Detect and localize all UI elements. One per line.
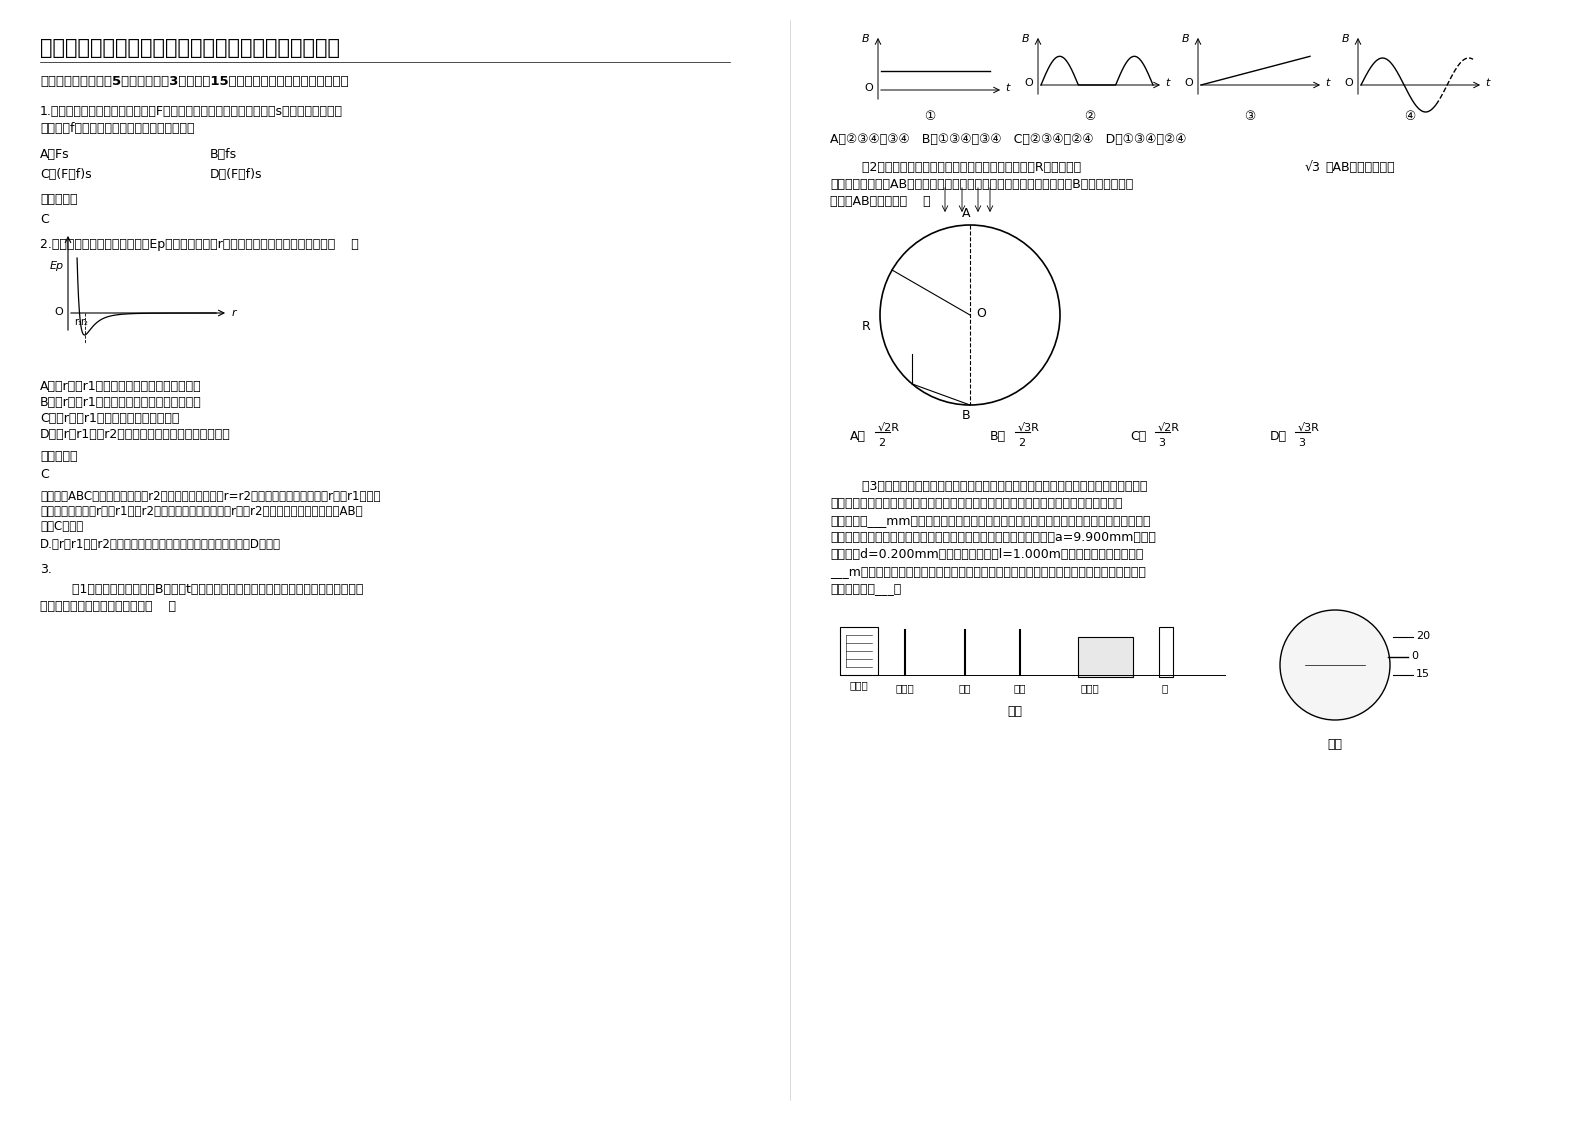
Text: r: r bbox=[232, 309, 236, 318]
Bar bbox=[1078, 637, 1133, 677]
Text: 参考答案：: 参考答案： bbox=[40, 193, 78, 206]
Text: 湖南省怀化市江口中学高二物理上学期期末试卷含解析: 湖南省怀化市江口中学高二物理上学期期末试卷含解析 bbox=[40, 38, 340, 58]
Text: 2: 2 bbox=[878, 438, 886, 448]
Text: B: B bbox=[1343, 34, 1349, 44]
Text: B: B bbox=[1182, 34, 1190, 44]
Text: Ep: Ep bbox=[51, 261, 63, 272]
Text: C: C bbox=[40, 213, 49, 226]
Text: 误，C正确。: 误，C正确。 bbox=[40, 519, 83, 533]
Text: 光线到AB的距离为（    ）: 光线到AB的距离为（ ） bbox=[830, 195, 930, 208]
Text: r₁: r₁ bbox=[75, 318, 83, 327]
Text: （2）如图所示是一个透明圆柱的横截面，其半径为R，折射率是: （2）如图所示是一个透明圆柱的横截面，其半径为R，折射率是 bbox=[830, 160, 1081, 174]
Text: （3）在用双缝干涉测光的波长的实验中，所用实验装置如图甲所示，调节分划板的位: （3）在用双缝干涉测光的波长的实验中，所用实验装置如图甲所示，调节分划板的位 bbox=[830, 480, 1147, 493]
Text: 屏: 屏 bbox=[1162, 683, 1168, 693]
Text: 能产生持续电磁波的磁场分别为（    ）: 能产生持续电磁波的磁场分别为（ ） bbox=[40, 600, 176, 613]
Text: 15: 15 bbox=[1416, 669, 1430, 679]
Text: B．: B． bbox=[990, 430, 1006, 443]
Text: （1）磁场的磁感应强度B随时间t变化的四种情况如图所示，其中能产生电场的磁场和: （1）磁场的磁感应强度B随时间t变化的四种情况如图所示，其中能产生电场的磁场和 bbox=[40, 583, 363, 596]
Text: 图乙: 图乙 bbox=[1327, 738, 1343, 751]
Text: 1.水平地面上的物块，在水平恒力F的作用下由静止开始运动一段距离s，物块所受摩擦力: 1.水平地面上的物块，在水平恒力F的作用下由静止开始运动一段距离s，物块所受摩擦… bbox=[40, 105, 343, 118]
Text: 3.: 3. bbox=[40, 563, 52, 576]
Text: r₂: r₂ bbox=[81, 318, 89, 327]
Text: ___m。如果用上述装置测量氦氖激光器发出激光的波长，则图中除去光源以外，其他不必要: ___m。如果用上述装置测量氦氖激光器发出激光的波长，则图中除去光源以外，其他不… bbox=[830, 565, 1146, 578]
Text: 双缝: 双缝 bbox=[1014, 683, 1027, 693]
Text: 【详解】ABC、分子间距离等于r2时分子势能最小，当r=r2时分子间作用力为零，当r小于r1时分子: 【详解】ABC、分子间距离等于r2时分子势能最小，当r=r2时分子间作用力为零，… bbox=[40, 490, 381, 503]
Text: √3R: √3R bbox=[1298, 423, 1320, 433]
Text: O: O bbox=[54, 307, 63, 318]
Text: B．当r小于r1时，分子间的作用力表现为引力: B．当r小于r1时，分子间的作用力表现为引力 bbox=[40, 396, 202, 410]
Text: 置，使分划板中心刻线对齐某亮条纹（将其记为第零条）的中心，如图乙所示，此时手轮: 置，使分划板中心刻线对齐某亮条纹（将其记为第零条）的中心，如图乙所示，此时手轮 bbox=[830, 497, 1122, 511]
Text: O: O bbox=[1344, 79, 1352, 88]
Text: 图甲: 图甲 bbox=[1008, 705, 1022, 718]
Text: 双缝间距d=0.200mm，双缝到屏的距离l=1.000m，则对应的光波的波长为: 双缝间距d=0.200mm，双缝到屏的距离l=1.000m，则对应的光波的波长为 bbox=[830, 548, 1143, 561]
Text: 3: 3 bbox=[1298, 438, 1305, 448]
Text: 滤光片: 滤光片 bbox=[895, 683, 914, 693]
Text: t: t bbox=[1325, 79, 1330, 88]
Text: 今有一束平行光沿AB方向射向圆柱体。若一条入射光线经折射后恰经过B点，则这条入射: 今有一束平行光沿AB方向射向圆柱体。若一条入射光线经折射后恰经过B点，则这条入射 bbox=[830, 178, 1133, 191]
Text: 2.如图所示为两分子系统的势能Ep与两分子间距离r的关系曲线，下列说法正确的是（    ）: 2.如图所示为两分子系统的势能Ep与两分子间距离r的关系曲线，下列说法正确的是（… bbox=[40, 238, 359, 251]
Text: 一、选择题：本题共5小题，每小题3分，共计15分．每小题只有一个选项符合题意: 一、选择题：本题共5小题，每小题3分，共计15分．每小题只有一个选项符合题意 bbox=[40, 75, 349, 88]
Text: D．: D． bbox=[1270, 430, 1287, 443]
Text: 遮光筒: 遮光筒 bbox=[1081, 683, 1100, 693]
Text: O: O bbox=[863, 83, 873, 93]
Text: √3R: √3R bbox=[1017, 423, 1039, 433]
Text: C．当r等于r1时，分子间的作用力为零: C．当r等于r1时，分子间的作用力为零 bbox=[40, 412, 179, 425]
Text: R: R bbox=[862, 320, 871, 333]
Text: ，AB是一条直径。: ，AB是一条直径。 bbox=[1325, 160, 1395, 174]
Text: t: t bbox=[1485, 79, 1489, 88]
Text: B: B bbox=[862, 34, 870, 44]
Text: D.在r由r1变到r2的过程中，分子间为斥力，分子力做正功，故D错误。: D.在r由r1变到r2的过程中，分子间为斥力，分子力做正功，故D错误。 bbox=[40, 539, 281, 551]
Text: 参考答案：: 参考答案： bbox=[40, 450, 78, 463]
Text: B: B bbox=[1022, 34, 1030, 44]
Text: 上的读数，由两次读数算出第一条亮条纹到第四条亮条纹之间的距离a=9.900mm，又知: 上的读数，由两次读数算出第一条亮条纹到第四条亮条纹之间的距离a=9.900mm，… bbox=[830, 531, 1155, 544]
Text: B．fs: B．fs bbox=[209, 148, 236, 160]
Text: √2R: √2R bbox=[878, 423, 900, 433]
Text: t: t bbox=[1165, 79, 1170, 88]
Text: ①: ① bbox=[924, 110, 936, 123]
Text: 上的读数为___mm；转动手轮，使分划线向右侧移动到第四条亮条纹的中心位置，读出手轮: 上的读数为___mm；转动手轮，使分划线向右侧移动到第四条亮条纹的中心位置，读出… bbox=[830, 514, 1151, 527]
Text: O: O bbox=[976, 307, 986, 320]
Text: 3: 3 bbox=[1159, 438, 1165, 448]
Text: A．当r大于r1时，分子间的作用力表现为斥力: A．当r大于r1时，分子间的作用力表现为斥力 bbox=[40, 380, 202, 393]
Text: B: B bbox=[962, 410, 971, 422]
Text: C．: C． bbox=[1130, 430, 1146, 443]
Text: 20: 20 bbox=[1416, 631, 1430, 641]
Text: C: C bbox=[40, 468, 49, 481]
Text: ②: ② bbox=[1084, 110, 1095, 123]
Text: 单缝: 单缝 bbox=[959, 683, 971, 693]
Text: t: t bbox=[1005, 83, 1009, 93]
Text: 的器材元件有___。: 的器材元件有___。 bbox=[830, 582, 901, 595]
Text: ③: ③ bbox=[1244, 110, 1255, 123]
Bar bbox=[1159, 627, 1173, 677]
Text: √3: √3 bbox=[1305, 160, 1320, 174]
Text: 力表现为斥力；当r大于r1小于r2时分子力表现为斥力；当r大于r2时分子力表现为引力，故AB错: 力表现为斥力；当r大于r1小于r2时分子力表现为斥力；当r大于r2时分子力表现为… bbox=[40, 505, 362, 518]
Ellipse shape bbox=[1281, 610, 1390, 720]
Text: 的大小为f，则物块在该过程中动能的增加量为: 的大小为f，则物块在该过程中动能的增加量为 bbox=[40, 122, 195, 135]
Text: A．Fs: A．Fs bbox=[40, 148, 70, 160]
Text: D．(F＋f)s: D．(F＋f)s bbox=[209, 168, 262, 181]
Bar bbox=[840, 627, 878, 675]
Text: A．: A． bbox=[851, 430, 867, 443]
Text: O: O bbox=[1184, 79, 1193, 88]
Text: O: O bbox=[1024, 79, 1033, 88]
Text: 2: 2 bbox=[1017, 438, 1025, 448]
Text: √2R: √2R bbox=[1159, 423, 1181, 433]
Text: A．②③④、③④   B．①③④、③④   C．②③④、②④   D．①③④、②④: A．②③④、③④ B．①③④、③④ C．②③④、②④ D．①③④、②④ bbox=[830, 134, 1187, 146]
Text: A: A bbox=[962, 206, 971, 220]
Text: ④: ④ bbox=[1404, 110, 1416, 123]
Text: D．在r由r1变到r2的过程中，分子间的作用力做负功: D．在r由r1变到r2的过程中，分子间的作用力做负功 bbox=[40, 427, 230, 441]
Text: 0: 0 bbox=[1411, 651, 1419, 661]
Text: C．(F－f)s: C．(F－f)s bbox=[40, 168, 92, 181]
Text: 白炽灯: 白炽灯 bbox=[849, 680, 868, 690]
